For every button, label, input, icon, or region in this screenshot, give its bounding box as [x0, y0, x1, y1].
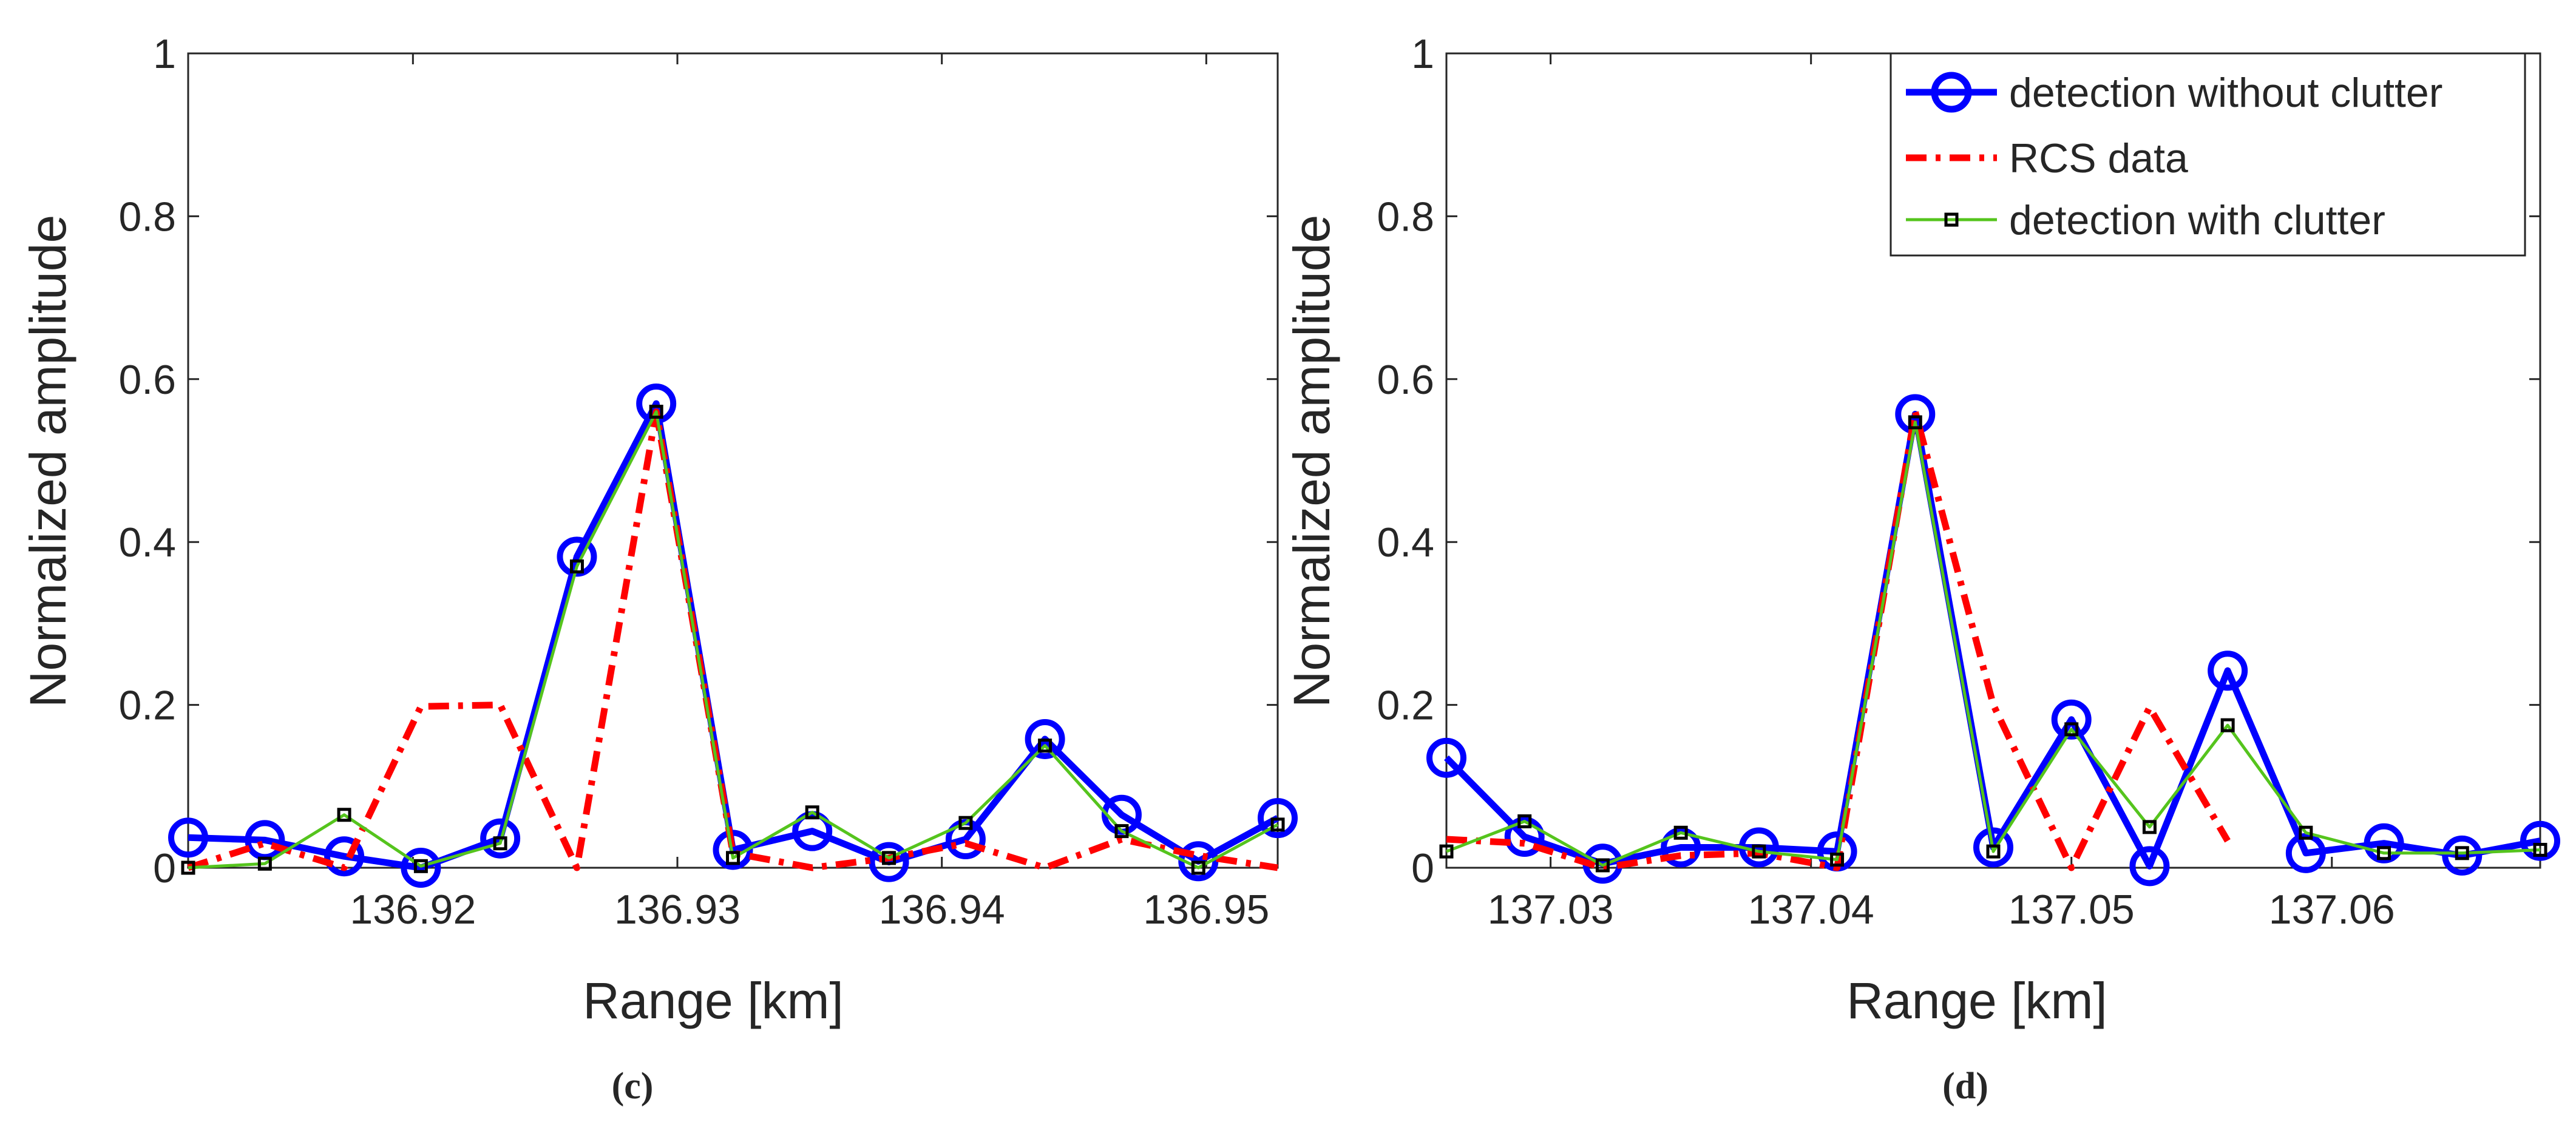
legend-label-detection-with-clutter: detection with clutter	[2009, 197, 2385, 243]
data-point-circle	[1426, 737, 1466, 778]
data-point-square	[1114, 824, 1129, 839]
panel-c: 0 0.2 0.4 0.6 0.8 1 136.92 136.93 136.94 136.95 R…	[19, 31, 1298, 1107]
panel-d-series-layer	[1426, 394, 2560, 887]
data-point-circle	[1661, 827, 1701, 868]
data-point-square	[1986, 844, 2001, 859]
data-point-square	[2377, 846, 2391, 860]
series-detection-with-clutter	[181, 404, 1285, 875]
data-point-circle	[2520, 820, 2560, 861]
x-tick-label: 136.95	[1143, 887, 1269, 933]
data-point-circle	[1025, 718, 1065, 759]
legend-entry-rcs-data: RCS data	[1906, 135, 2188, 181]
y-tick-label: 0.8	[118, 194, 176, 240]
x-tick-label: 136.94	[879, 887, 1005, 933]
legend-swatch-square-marker	[1944, 212, 1959, 227]
x-tick-label: 137.04	[1748, 887, 1874, 933]
data-point-square	[2142, 820, 2157, 834]
data-point-square	[1191, 860, 1205, 875]
y-tick-label: 1	[153, 31, 176, 77]
panel-c-caption: (c)	[612, 1066, 654, 1107]
y-tick-label: 0.2	[118, 683, 176, 729]
panel-c-series-layer	[168, 384, 1298, 888]
y-tick-label: 0.6	[1377, 357, 1434, 403]
data-point-square	[1908, 415, 1922, 430]
legend-label-rcs-data: RCS data	[2009, 135, 2188, 181]
data-point-square	[1038, 738, 1052, 753]
data-point-circle	[480, 818, 521, 859]
panel-c-ylabel: Normalized amplitude	[19, 215, 76, 708]
x-tick-label: 137.06	[2269, 887, 2395, 933]
data-point-square	[1673, 825, 1688, 840]
data-point-circle	[869, 842, 909, 882]
data-point-square	[2299, 825, 2313, 840]
data-point-circle	[1973, 827, 2013, 868]
data-point-square	[805, 805, 819, 820]
data-point-square	[569, 559, 584, 573]
legend: detection without clutter RCS data detec…	[1890, 52, 2526, 257]
data-point-circle	[2051, 699, 2092, 740]
y-tick-label: 0.6	[118, 357, 176, 403]
panel-d-axes: 0 0.2 0.4 0.6 0.8 1 137.03 137.04 137.05 137.06	[1377, 31, 2541, 933]
x-tick-label: 137.05	[2008, 887, 2135, 933]
series-line	[1446, 421, 2541, 867]
y-tick-label: 0	[1411, 845, 1434, 891]
series-line	[188, 410, 1279, 870]
x-tick-label: 137.03	[1488, 887, 1614, 933]
legend-entry-detection-without-clutter: detection without clutter	[1906, 70, 2442, 116]
data-point-square	[2455, 846, 2469, 860]
legend-swatch-circle-marker	[1931, 72, 1972, 113]
data-point-circle	[168, 817, 208, 858]
y-tick-label: 0.2	[1377, 683, 1434, 729]
panel-d-xlabel: Range [km]	[1846, 972, 2107, 1029]
data-point-circle	[1258, 798, 1298, 839]
data-point-square	[413, 859, 428, 873]
data-point-square	[882, 851, 897, 865]
y-tick-label: 0	[153, 845, 176, 891]
y-tick-label: 0.4	[118, 519, 176, 566]
data-point-square	[726, 851, 740, 865]
data-point-square	[1752, 844, 1766, 859]
panel-d-caption: (d)	[1942, 1066, 1988, 1107]
data-point-square	[493, 836, 507, 851]
legend-entry-detection-with-clutter: detection with clutter	[1906, 197, 2385, 243]
series-rcs-data	[187, 408, 1278, 871]
data-point-square	[958, 816, 973, 830]
y-tick-label: 0.4	[1377, 519, 1434, 566]
data-point-square	[2220, 718, 2235, 732]
x-tick-label: 136.92	[350, 887, 476, 933]
panel-c-axes: 0 0.2 0.4 0.6 0.8 1 136.92 136.93 136.94 136.95	[118, 31, 1279, 933]
data-point-square	[649, 404, 663, 419]
series-line	[1446, 408, 2231, 871]
series-detection-with-clutter	[1439, 415, 2547, 873]
series-rcs-data	[1446, 408, 2231, 871]
x-tick-label: 136.93	[614, 887, 741, 933]
panel-d-ylabel: Normalized amplitude	[1283, 215, 1340, 708]
data-point-square	[1595, 858, 1610, 873]
data-point-circle	[401, 848, 441, 888]
data-point-circle	[2208, 651, 2248, 691]
data-point-square	[1830, 853, 1845, 867]
data-point-circle	[2442, 835, 2483, 876]
data-point-square	[337, 808, 351, 822]
data-point-square	[2064, 722, 2079, 737]
data-point-square	[257, 856, 272, 871]
data-point-circle	[2285, 833, 2326, 873]
data-point-square	[2533, 842, 2547, 857]
y-tick-label: 1	[1411, 31, 1434, 77]
data-point-square	[1270, 817, 1285, 832]
data-point-square	[1517, 814, 1532, 829]
panel-c-xlabel: Range [km]	[583, 972, 844, 1029]
series-line	[187, 408, 1278, 871]
data-point-circle	[557, 536, 597, 577]
data-point-square	[1439, 844, 1454, 859]
data-point-square	[181, 860, 195, 875]
data-point-circle	[2364, 823, 2404, 864]
data-point-circle	[324, 836, 365, 877]
legend-label-detection-without-clutter: detection without clutter	[2009, 70, 2442, 116]
panel-d: 0 0.2 0.4 0.6 0.8 1 137.03 137.04 137.05 137.06 R…	[1283, 31, 2560, 1107]
y-tick-label: 0.8	[1377, 194, 1434, 240]
data-point-circle	[2129, 846, 2170, 887]
